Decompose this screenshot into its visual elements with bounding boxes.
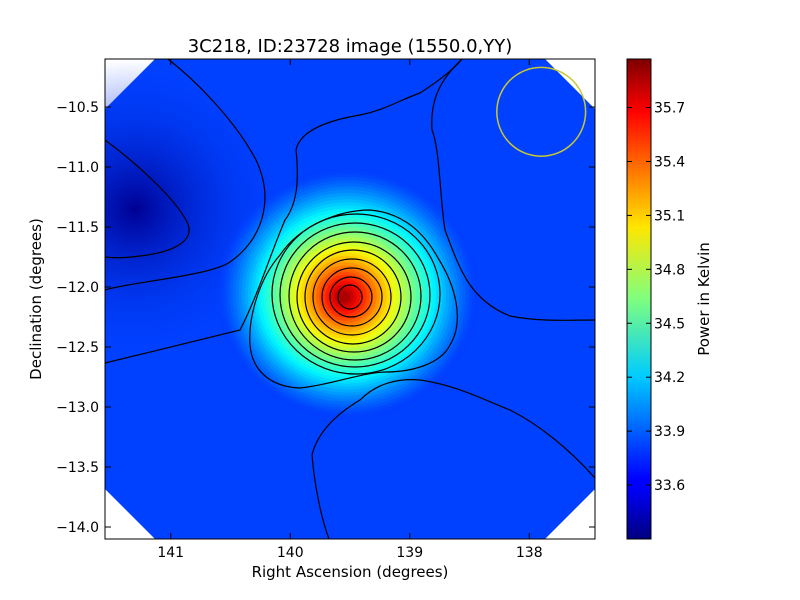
plot-area [105, 59, 595, 539]
x-tick-label: 140 [277, 545, 304, 561]
contour-line [329, 276, 373, 318]
x-tick-label: 141 [157, 545, 184, 561]
y-tick-label: −10.5 [56, 100, 99, 116]
plot-frame [104, 58, 596, 540]
beam-circle [496, 66, 587, 157]
colorbar-tick-label: 34.5 [654, 316, 685, 332]
contour-line [288, 231, 422, 361]
contour-line [105, 59, 463, 364]
y-tick-label: −14.0 [56, 520, 99, 536]
contour-line [311, 379, 595, 539]
colorbar-tick-label: 35.7 [654, 101, 685, 117]
source-blob-level [337, 290, 351, 303]
contour-line [431, 59, 595, 321]
contour-line [105, 139, 190, 259]
contour-line [296, 241, 412, 353]
colorbar [626, 58, 652, 540]
y-tick-label: −12.5 [56, 340, 99, 356]
contour-line [337, 284, 363, 310]
colorbar-tick-label: 34.2 [654, 370, 685, 386]
y-tick-label: −11.5 [56, 220, 99, 236]
y-tick-label: −13.0 [56, 400, 99, 416]
y-axis-label: Declination (degrees) [27, 218, 45, 380]
contour-line [321, 267, 383, 327]
contour-line [105, 59, 266, 291]
y-tick-label: −13.5 [56, 460, 99, 476]
x-tick-label: 139 [396, 545, 423, 561]
contour-line [249, 209, 458, 389]
colorbar-label: Power in Kelvin [695, 242, 713, 356]
colorbar-tick-label: 35.1 [654, 208, 685, 224]
x-axis-label: Right Ascension (degrees) [252, 563, 449, 581]
colorbar-tick-label: 33.9 [654, 424, 685, 440]
intensity-blobs [105, 59, 480, 420]
colorbar-tick-label: 35.4 [654, 154, 685, 170]
x-axis-ticks: 141 140 139 138 [157, 59, 543, 561]
chart-title: 3C218, ID:23728 image (1550.0,YY) [188, 36, 513, 57]
contour-line [304, 249, 402, 345]
x-tick-label: 138 [516, 545, 543, 561]
colorbar-ticks: 33.6 33.9 34.2 34.5 34.8 35.1 35.4 35.7 [627, 101, 685, 494]
contour-line [312, 258, 392, 336]
colorbar-tick-label: 34.8 [654, 262, 685, 278]
colorbar-tick-label: 33.6 [654, 478, 685, 494]
y-tick-label: −11.0 [56, 160, 99, 176]
contour-line [271, 213, 441, 375]
contour-lines [105, 59, 595, 539]
y-axis-ticks: −10.5 −11.0 −11.5 −12.0 −12.5 −13.0 −13.5 −14.0 [56, 100, 595, 536]
contour-line [279, 222, 431, 368]
y-tick-label: −12.0 [56, 280, 99, 296]
